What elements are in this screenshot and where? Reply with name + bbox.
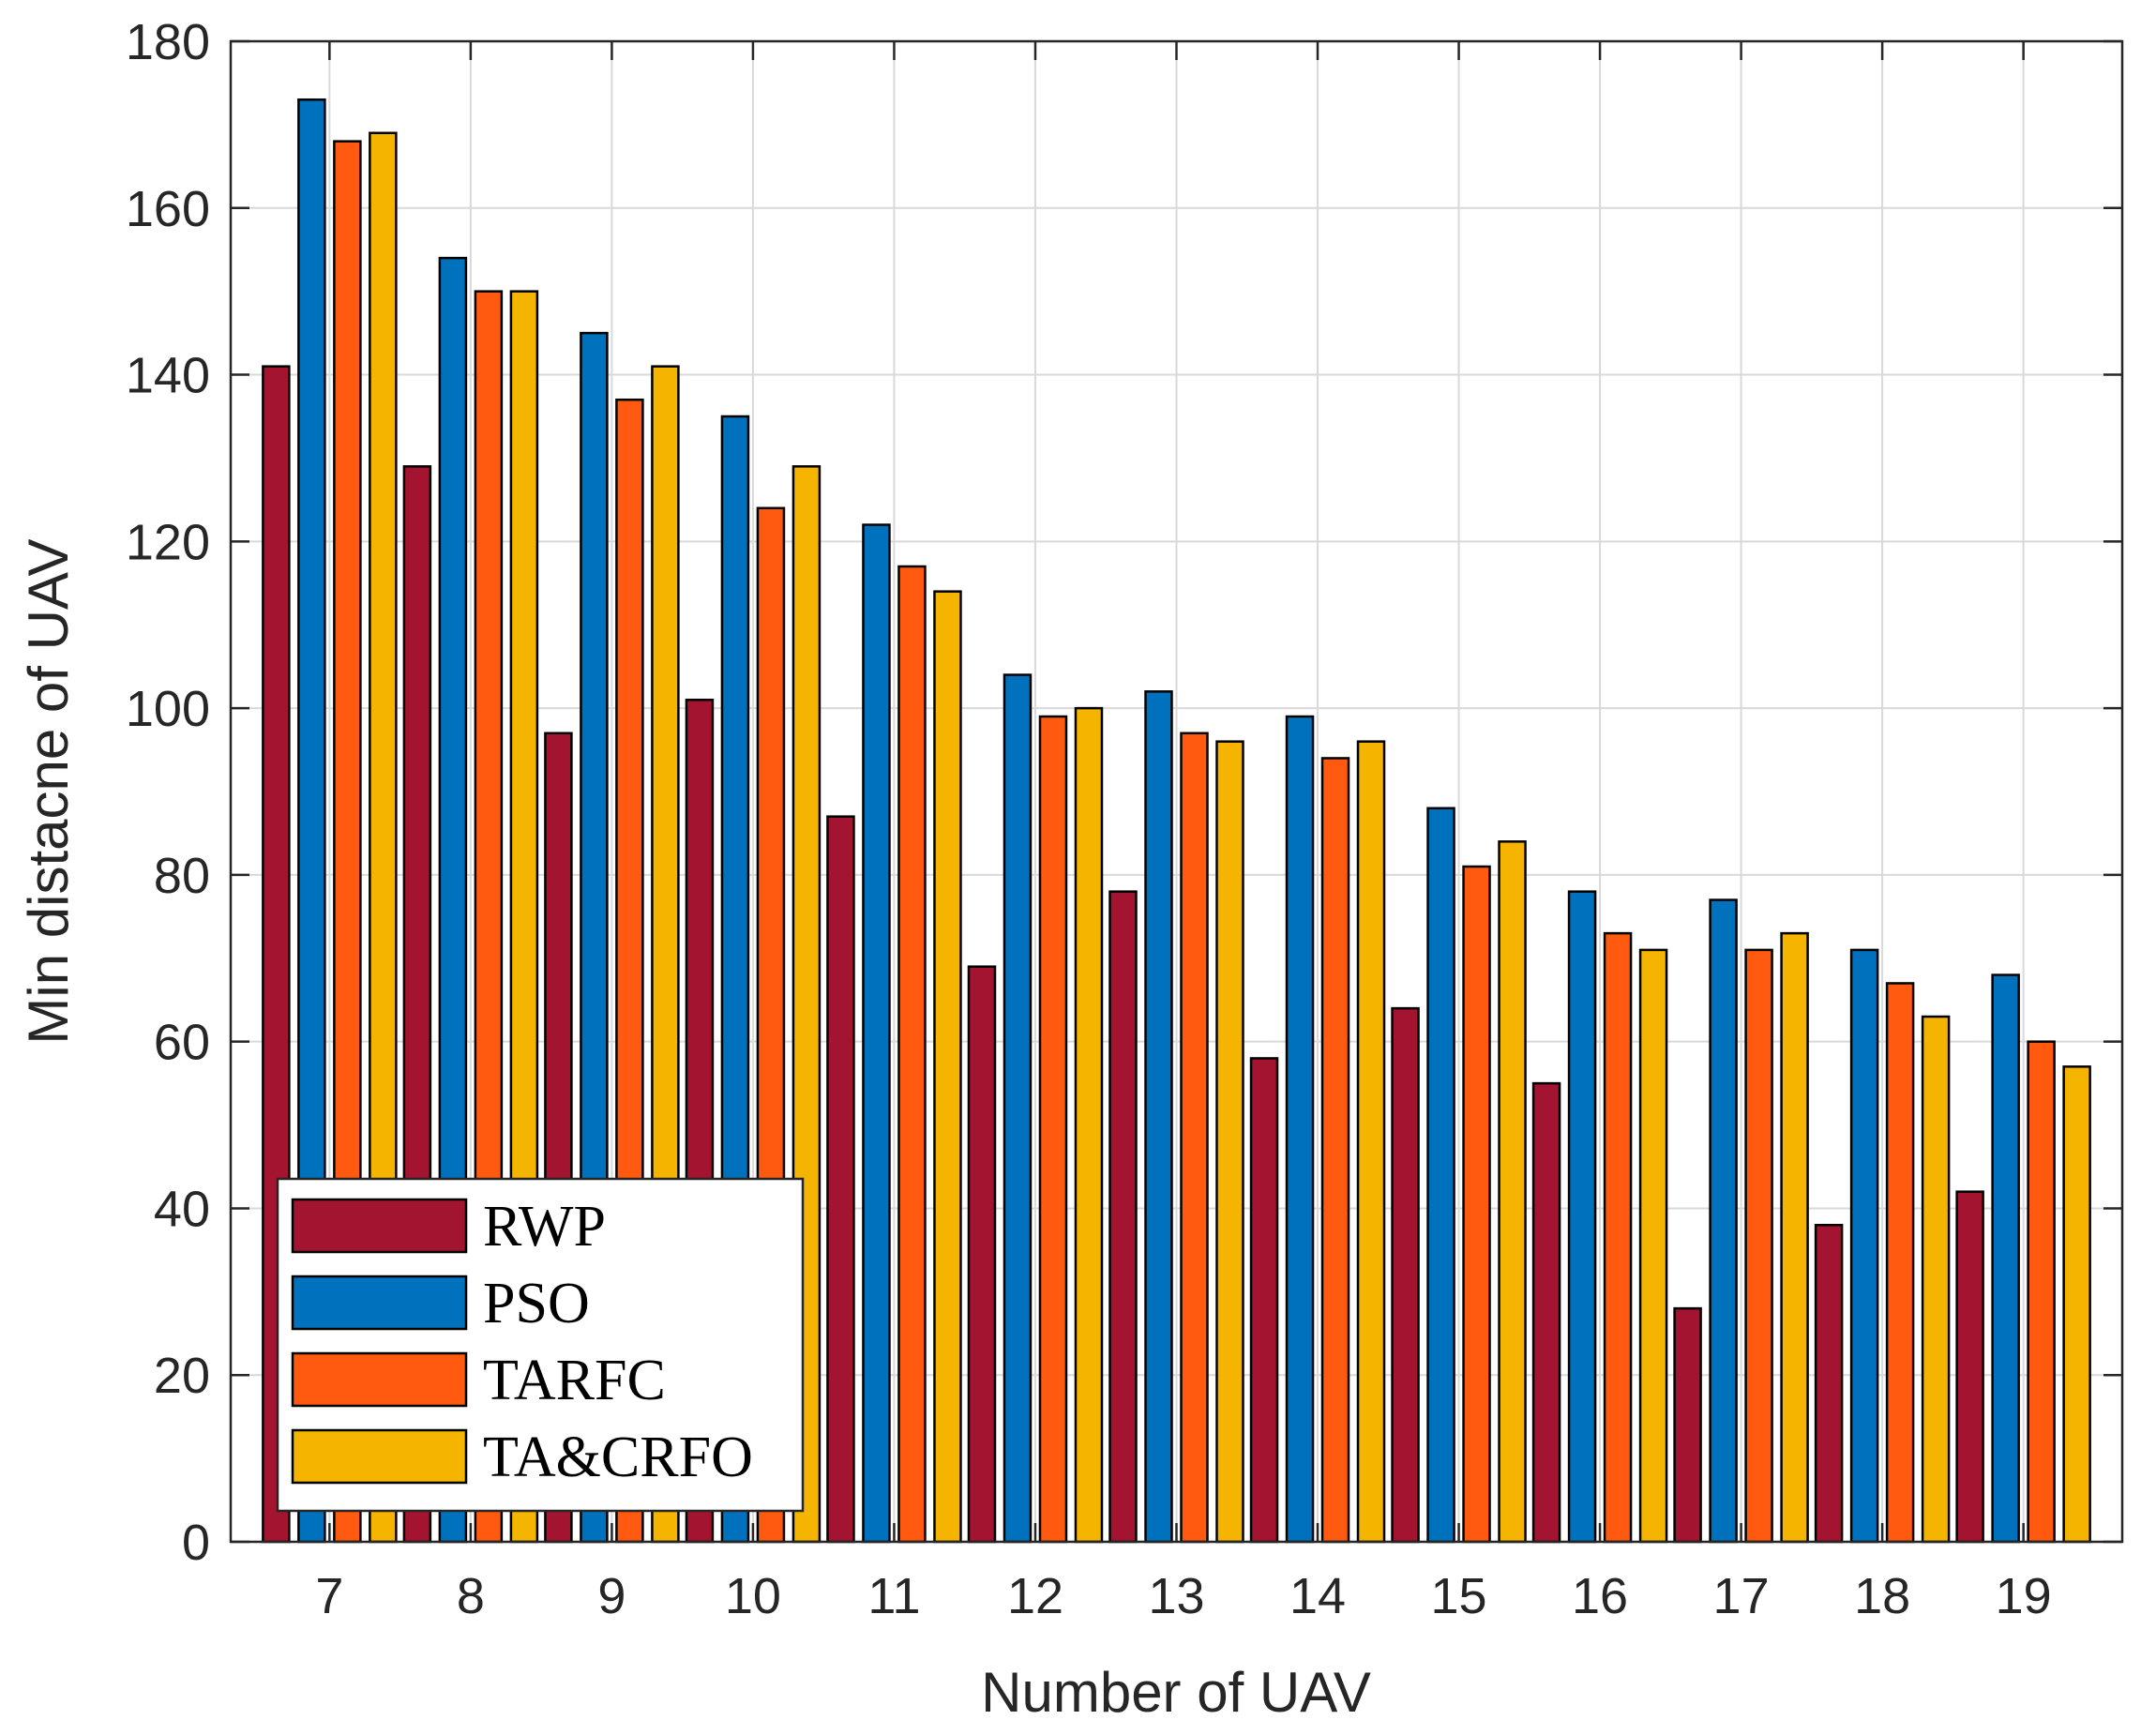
bar-tarfc-12 (1038, 715, 1068, 1544)
y-tick-label: 140 (126, 348, 210, 404)
y-tick-label: 0 (182, 1515, 210, 1571)
bar-ta-crfo-11 (933, 590, 962, 1544)
x-tick-label: 15 (1431, 1568, 1487, 1624)
x-tick-labels: 7 8 9 10 11 12 13 14 15 16 17 18 19 (315, 1568, 2051, 1624)
y-tick-label: 20 (154, 1348, 210, 1404)
x-tick-label: 19 (1996, 1568, 2052, 1624)
x-tick-label: 17 (1713, 1568, 1770, 1624)
bar-ta-crfo-19 (2062, 1065, 2091, 1544)
bar-rwp-14 (1249, 1057, 1279, 1544)
bar-ta-crfo-14 (1356, 740, 1386, 1544)
bar-ta-crfo-13 (1215, 740, 1244, 1544)
x-tick-label: 8 (457, 1568, 485, 1624)
bar-tarfc-17 (1744, 948, 1773, 1544)
y-axis-label: Min distacne of UAV (17, 538, 80, 1044)
y-tick-label: 120 (126, 514, 210, 570)
x-tick-label: 11 (867, 1568, 920, 1624)
bar-pso-15 (1426, 807, 1455, 1544)
bar-pso-16 (1567, 890, 1597, 1544)
bar-pso-18 (1849, 948, 1879, 1544)
bar-tarfc-16 (1603, 931, 1633, 1544)
bar-pso-19 (1991, 973, 2020, 1544)
bar-tarfc-19 (2027, 1040, 2056, 1544)
x-tick-label: 7 (315, 1568, 343, 1624)
x-axis-label: Number of UAV (981, 1661, 1371, 1724)
bar-pso-13 (1144, 690, 1173, 1544)
legend-swatch-tarfc (291, 1351, 468, 1408)
bar-pso-14 (1285, 715, 1315, 1544)
y-tick-label: 40 (154, 1181, 210, 1237)
bar-ta-crfo-12 (1074, 706, 1104, 1544)
y-tick-label: 180 (126, 14, 210, 70)
bar-rwp-16 (1531, 1081, 1561, 1544)
bar-pso-12 (1003, 673, 1033, 1544)
bar-rwp-12 (967, 965, 997, 1544)
bar-pso-17 (1709, 898, 1738, 1544)
x-tick-label: 13 (1148, 1568, 1204, 1624)
bar-tarfc-13 (1180, 732, 1209, 1544)
x-tick-label: 12 (1007, 1568, 1063, 1624)
legend-label: TARFC (483, 1349, 666, 1412)
x-tick-label: 18 (1854, 1568, 1910, 1624)
bar-tarfc-14 (1320, 757, 1350, 1544)
y-tick-label: 60 (154, 1015, 210, 1071)
y-tick-label: 160 (126, 181, 210, 237)
legend: RWP PSO TARFC TA&CRFO (276, 1177, 805, 1513)
legend-label: PSO (483, 1272, 590, 1335)
x-tick-label: 10 (725, 1568, 781, 1624)
y-tick-label: 100 (126, 681, 210, 737)
legend-label: TA&CRFO (483, 1426, 753, 1489)
bar-rwp-18 (1814, 1223, 1844, 1544)
bar-rwp-15 (1391, 1006, 1420, 1544)
bar-ta-crfo-17 (1780, 931, 1809, 1544)
x-tick-label: 9 (597, 1568, 626, 1624)
bar-tarfc-15 (1462, 865, 1491, 1544)
bar-pso-11 (862, 523, 891, 1544)
axis-ticks (231, 39, 2122, 1544)
bar-rwp-17 (1673, 1306, 1702, 1544)
legend-swatch-rwp (291, 1198, 468, 1254)
bar-ta-crfo-18 (1921, 1015, 1951, 1544)
bar-rwp-13 (1108, 890, 1138, 1544)
legend-label: RWP (483, 1195, 606, 1259)
bar-ta-crfo-15 (1498, 840, 1527, 1544)
bar-rwp-19 (1955, 1190, 1984, 1544)
y-tick-label: 80 (154, 848, 210, 904)
bars (262, 98, 2091, 1544)
x-tick-label: 16 (1572, 1568, 1628, 1624)
bar-tarfc-11 (897, 565, 927, 1544)
legend-swatch-pso (291, 1275, 468, 1331)
bar-ta-crfo-16 (1638, 948, 1668, 1544)
bar-tarfc-18 (1885, 982, 1915, 1544)
y-tick-labels: 0 20 40 60 80 100 120 140 160 180 (126, 14, 210, 1571)
bar-rwp-11 (826, 815, 855, 1544)
legend-swatch-ta-crfo (291, 1428, 468, 1485)
x-tick-label: 14 (1289, 1568, 1346, 1624)
